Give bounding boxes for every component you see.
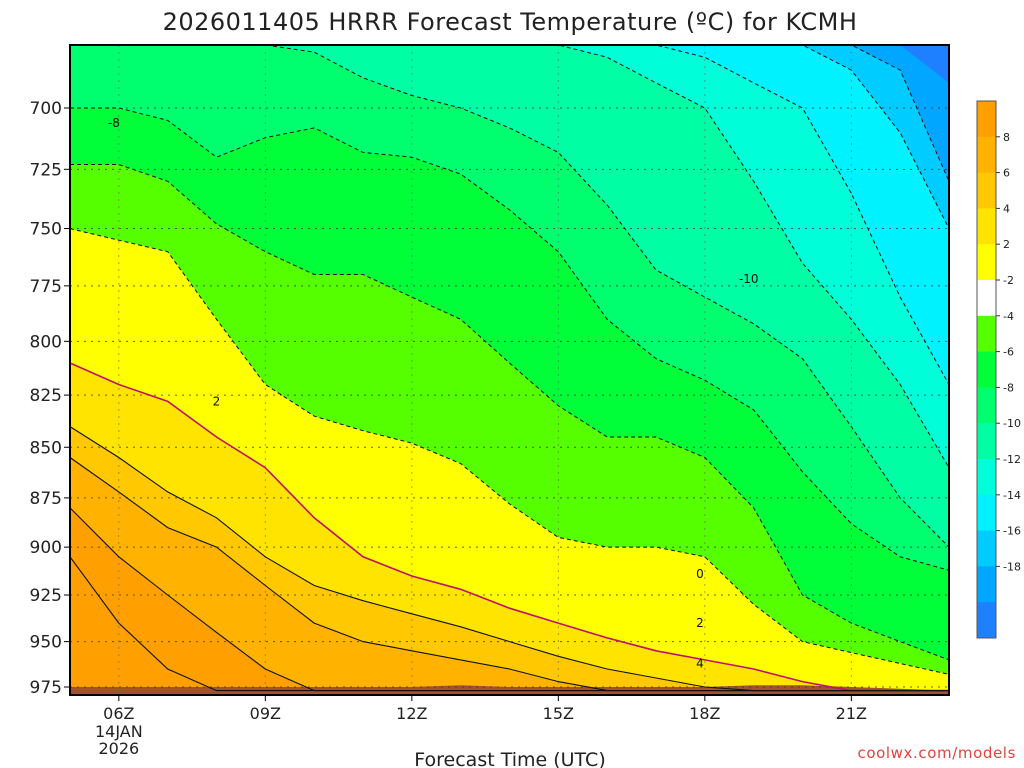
colorbar-band [977,423,996,460]
colorbar-band [977,315,996,353]
isotherm-label: 0 [696,567,704,581]
colorbar-tick-label: -2 [1003,274,1014,287]
isotherm-8 [69,556,949,692]
y-tick-label: 950 [30,633,62,653]
colorbar-tick-label: 4 [1003,202,1010,215]
isotherm-0 [69,362,949,692]
temperature-bands [70,45,949,695]
y-tick-label: 925 [30,586,62,606]
isotherm-labels: -8 -10 2 0 2 4 [108,116,759,671]
isotherm-lines [69,44,950,692]
isotherm-label: 2 [213,394,221,408]
isotherm-label: -8 [108,116,120,130]
colorbar-band [977,459,996,496]
band-6 [70,457,949,695]
x-tick-sublabel: 2026 [98,739,139,758]
colorbar-band [977,351,996,388]
colorbar-band [977,208,996,245]
colorbar-band [977,387,996,424]
isotherm-label: 2 [696,616,704,630]
x-axis-label: Forecast Time (UTC) [414,749,605,768]
colorbar-tick-label: 8 [1003,131,1010,144]
colorbar-band [977,136,996,174]
chart-title: 2026011405 HRRR Forecast Temperature (ºC… [163,8,858,36]
isotherm-label: -10 [739,272,759,286]
colorbar-band [977,244,996,281]
y-tick-label: 775 [30,277,62,297]
isotherm--10 [70,44,950,548]
band-8 [70,507,949,695]
colorbar-band [977,566,996,603]
colorbar-tick-label: -14 [1003,489,1021,502]
colorbar-band [977,172,996,209]
y-tick-label: 800 [30,332,62,352]
colorbar-tick-label: -16 [1003,525,1021,538]
colorbar-band [977,494,996,532]
isotherm--4 [69,228,950,675]
colorbar: 8 6 4 2 -2 -4 -6 -8 -10 -12 -14 -16 -18 [976,100,1021,639]
y-tick-label: 975 [30,678,62,698]
colorbar-band [977,101,996,138]
plot-frame [69,44,950,696]
y-tick-label: 900 [30,538,62,558]
colorbar-tick-label: 2 [1003,238,1010,251]
y-axis-ticks: 700 725 750 775 800 825 850 875 900 925 950 975 [30,99,70,698]
x-tick-label: 12Z [396,704,427,723]
x-tick-label: 09Z [250,704,281,723]
y-tick-label: 725 [30,160,62,180]
y-tick-label: 850 [30,438,62,458]
x-tick-label: 15Z [543,704,574,723]
x-tick-label: 06Z [103,704,134,723]
y-tick-label: 875 [30,489,62,509]
colorbar-tick-label: -4 [1003,310,1014,323]
y-tick-label: 700 [30,99,62,119]
colorbar-band [977,602,996,639]
credit-text: coolwx.com/models [858,744,1017,762]
isotherm--8 [70,107,950,571]
isotherm--6 [70,164,950,661]
colorbar-tick-label: 6 [1003,167,1010,180]
colorbar-tick-label: -12 [1003,453,1021,466]
colorbar-tick-label: -10 [1003,417,1021,430]
y-tick-label: 825 [30,386,62,406]
x-tick-sublabel: 14JAN [95,722,143,741]
colorbar-tick-label: -8 [1003,381,1014,394]
isotherm-label: 4 [696,657,704,671]
colorbar-band [977,280,996,317]
y-tick-label: 750 [30,220,62,240]
x-tick-label: 18Z [689,704,720,723]
colorbar-band [977,530,996,567]
colorbar-tick-label: -6 [1003,346,1014,359]
colorbar-frame [976,100,997,639]
colorbar-tick-label: -18 [1003,560,1021,573]
x-tick-label: 21Z [836,704,867,723]
